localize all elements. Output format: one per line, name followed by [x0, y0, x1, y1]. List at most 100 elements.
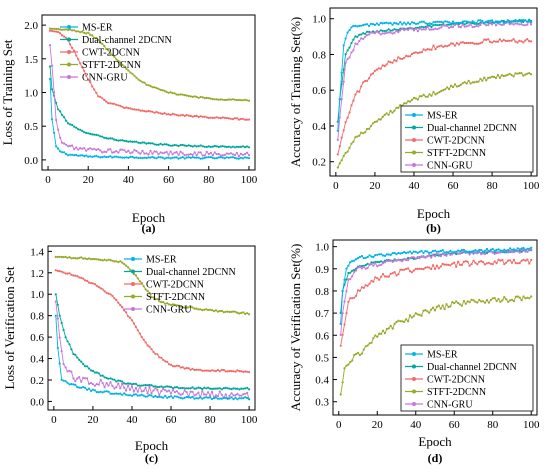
data-point: [399, 252, 402, 255]
data-point: [207, 369, 210, 372]
y-axis-label: Loss of Training Set: [0, 39, 15, 145]
data-point: [189, 305, 192, 308]
data-point: [55, 118, 58, 121]
data-point: [179, 114, 182, 117]
data-point: [201, 387, 204, 391]
data-point: [205, 396, 208, 399]
data-point: [166, 360, 169, 363]
data-point: [389, 109, 392, 112]
data-point: [487, 76, 490, 79]
data-point: [175, 156, 178, 159]
data-point: [376, 335, 379, 338]
data-point: [378, 261, 381, 264]
data-point: [117, 379, 120, 382]
data-point: [432, 249, 435, 253]
data-point: [241, 117, 244, 120]
data-point: [185, 113, 188, 117]
data-point: [153, 143, 156, 146]
data-point: [150, 348, 153, 351]
chart-c: 0 20 40 60 80 1000.00.20.40.60.81.01.21.4Epoc…: [2, 245, 258, 465]
data-point: [175, 395, 178, 398]
series-cwt-2dcnn: [339, 258, 533, 347]
data-point: [203, 115, 206, 118]
data-point: [364, 345, 367, 348]
data-point: [216, 387, 219, 390]
data-point: [137, 151, 140, 154]
data-point: [501, 249, 504, 252]
data-point: [528, 40, 531, 43]
data-point: [119, 379, 122, 382]
data-point: [385, 31, 388, 34]
data-point: [240, 311, 243, 314]
data-point: [445, 303, 448, 306]
legend-label: Dual-channel 2DCNN: [82, 35, 172, 46]
data-point: [244, 312, 247, 315]
data-point: [125, 106, 128, 109]
data-point: [479, 19, 482, 22]
series-stft-2dcnn: [48, 27, 251, 102]
data-point: [75, 54, 78, 57]
data-point: [167, 153, 170, 156]
panel-caption: (a): [142, 221, 156, 235]
data-point: [487, 261, 490, 264]
data-point: [139, 79, 142, 82]
data-point: [227, 117, 230, 120]
data-point: [115, 103, 118, 106]
data-point: [165, 113, 168, 116]
data-point: [512, 20, 515, 23]
series-line: [340, 258, 532, 346]
data-point: [189, 95, 192, 98]
data-point: [111, 384, 114, 387]
data-point: [193, 307, 196, 310]
data-point: [144, 386, 147, 389]
data-point: [520, 249, 523, 252]
data-point: [119, 260, 122, 263]
data-point: [494, 24, 498, 27]
data-point: [240, 370, 243, 373]
data-point: [153, 156, 156, 159]
data-point: [169, 157, 172, 160]
data-point: [79, 30, 82, 34]
data-point: [387, 113, 390, 116]
data-point: [342, 68, 345, 71]
data-point: [395, 106, 398, 109]
data-point: [493, 252, 496, 255]
data-point: [152, 389, 155, 392]
y-axis-label: Loss of Verification Set: [2, 266, 17, 389]
data-point: [530, 246, 533, 249]
series-line: [337, 72, 532, 168]
data-point: [500, 23, 503, 27]
data-point: [162, 358, 165, 361]
data-point: [230, 310, 233, 313]
data-point: [366, 266, 369, 270]
data-point: [509, 259, 512, 262]
data-point: [428, 266, 431, 269]
data-point: [207, 116, 210, 119]
data-point: [129, 140, 132, 143]
data-point: [64, 366, 67, 369]
data-point: [461, 82, 464, 85]
data-point: [408, 257, 412, 260]
data-point: [416, 22, 419, 25]
data-point: [119, 61, 122, 64]
data-point: [152, 350, 155, 354]
data-point: [412, 29, 416, 32]
data-point: [209, 145, 212, 148]
data-point: [381, 32, 384, 35]
data-point: [244, 370, 247, 373]
x-tick-label: 20: [83, 174, 95, 186]
data-point: [83, 31, 86, 34]
data-point: [512, 23, 515, 26]
data-point: [448, 26, 451, 29]
data-point: [89, 132, 92, 135]
data-point: [127, 140, 130, 143]
data-point: [409, 100, 412, 103]
data-point: [353, 353, 356, 357]
data-point: [145, 83, 148, 86]
data-point: [403, 56, 406, 59]
data-point: [375, 22, 378, 25]
data-point: [467, 21, 470, 24]
data-point: [385, 29, 388, 32]
series-cwt-2dcnn: [54, 269, 251, 374]
data-point: [146, 344, 149, 347]
